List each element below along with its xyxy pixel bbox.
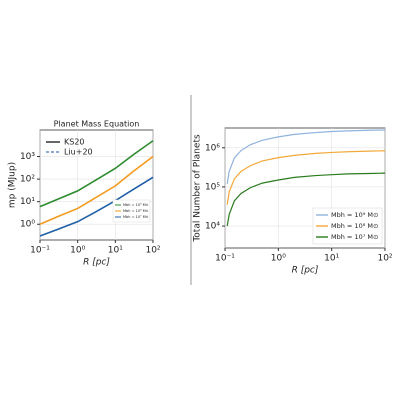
legend-label: KS20 xyxy=(64,138,85,147)
legend-label: Mbh = 10⁹ M⊙ xyxy=(123,203,149,207)
x-axis-label: R [pc] xyxy=(83,258,110,268)
series-line xyxy=(39,176,154,237)
x-tick-label: 10¹ xyxy=(108,246,123,256)
y-tick-label: 10⁴ xyxy=(205,222,220,232)
series-line xyxy=(226,172,386,227)
series-line xyxy=(39,140,154,208)
legend-label: Mbh = 10⁷ M⊙ xyxy=(123,215,149,219)
y-tick-label: 10³ xyxy=(20,152,35,162)
chart-title: Planet Mass Equation xyxy=(54,120,140,129)
x-axis-label: R [pc] xyxy=(292,266,319,276)
y-axis-label: mp (MJup) xyxy=(8,162,18,208)
legend-label: Liu+20 xyxy=(64,148,93,157)
x-tick-label: 10² xyxy=(377,254,392,264)
x-tick-label: 10⁻¹ xyxy=(215,254,235,264)
y-tick-label: 10⁶ xyxy=(205,143,220,153)
y-axis-label: Total Number of Planets xyxy=(193,134,203,243)
x-tick-label: 10² xyxy=(145,246,160,256)
y-tick-label: 10⁵ xyxy=(205,182,220,192)
plot-area xyxy=(39,129,154,241)
legend-box xyxy=(112,199,151,223)
y-tick-label: 10² xyxy=(20,175,35,185)
legend-label: Mbh = 10⁸ M⊙ xyxy=(123,209,149,213)
series-line xyxy=(226,150,386,205)
y-tick-label: 10⁰ xyxy=(20,220,35,230)
legend-label: Mbh = 10⁹ M⊙ xyxy=(331,211,378,219)
x-tick-label: 10⁰ xyxy=(70,246,85,256)
x-tick-label: 10⁰ xyxy=(271,254,286,264)
y-tick-label: 10¹ xyxy=(20,197,35,207)
x-tick-label: 10⁻¹ xyxy=(30,246,50,256)
legend-label: Mbh = 10⁷ M⊙ xyxy=(331,233,378,241)
series-line xyxy=(226,129,386,184)
x-tick-label: 10¹ xyxy=(324,254,339,264)
legend-label: Mbh = 10⁸ M⊙ xyxy=(331,222,378,230)
series-line xyxy=(39,155,154,225)
